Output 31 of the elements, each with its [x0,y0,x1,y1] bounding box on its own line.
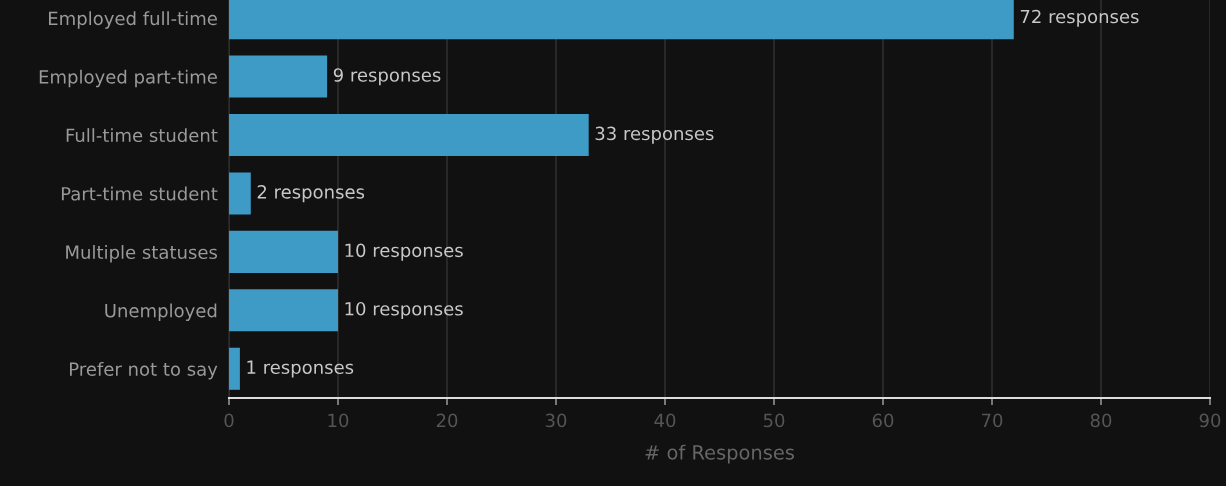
y-tick-label: Unemployed [105,303,217,321]
x-tick-label: 20 [436,413,458,428]
data-label: 10 responses [345,243,463,261]
data-label: 33 responses [595,126,714,144]
x-tick-label: 10 [328,413,349,428]
bar [229,172,251,215]
x-tick-label: 30 [545,413,567,428]
data-label: 10 responses [345,301,463,320]
y-tick-label: Employed full-time [49,11,217,29]
data-label: 72 responses [1020,9,1139,27]
x-tick-label: 90 [1199,413,1221,428]
data-label: 1 responses [247,360,354,378]
bar [229,347,240,390]
x-tick-label: 40 [654,413,676,428]
y-tick-label: Employed part-time [39,69,217,88]
data-label: 2 responses [257,185,365,203]
y-tick-label: Part-time student [61,186,218,201]
bar [229,230,338,273]
x-tick-label: 50 [763,413,785,428]
y-tick-label: Prefer not to say [70,361,218,380]
y-tick-label: Full-time student [66,128,218,143]
x-tick-label: 60 [872,413,894,428]
data-label: 9 responses [333,68,441,86]
y-tick-label: Multiple statuses [66,245,218,263]
x-tick-label: 0 [224,413,234,428]
x-tick-label: 70 [981,413,1003,428]
bar [229,289,338,332]
bar [229,113,589,157]
x-axis-title: # of Responses [645,444,795,464]
x-tick-label: 80 [1090,413,1112,428]
bar [229,55,328,98]
